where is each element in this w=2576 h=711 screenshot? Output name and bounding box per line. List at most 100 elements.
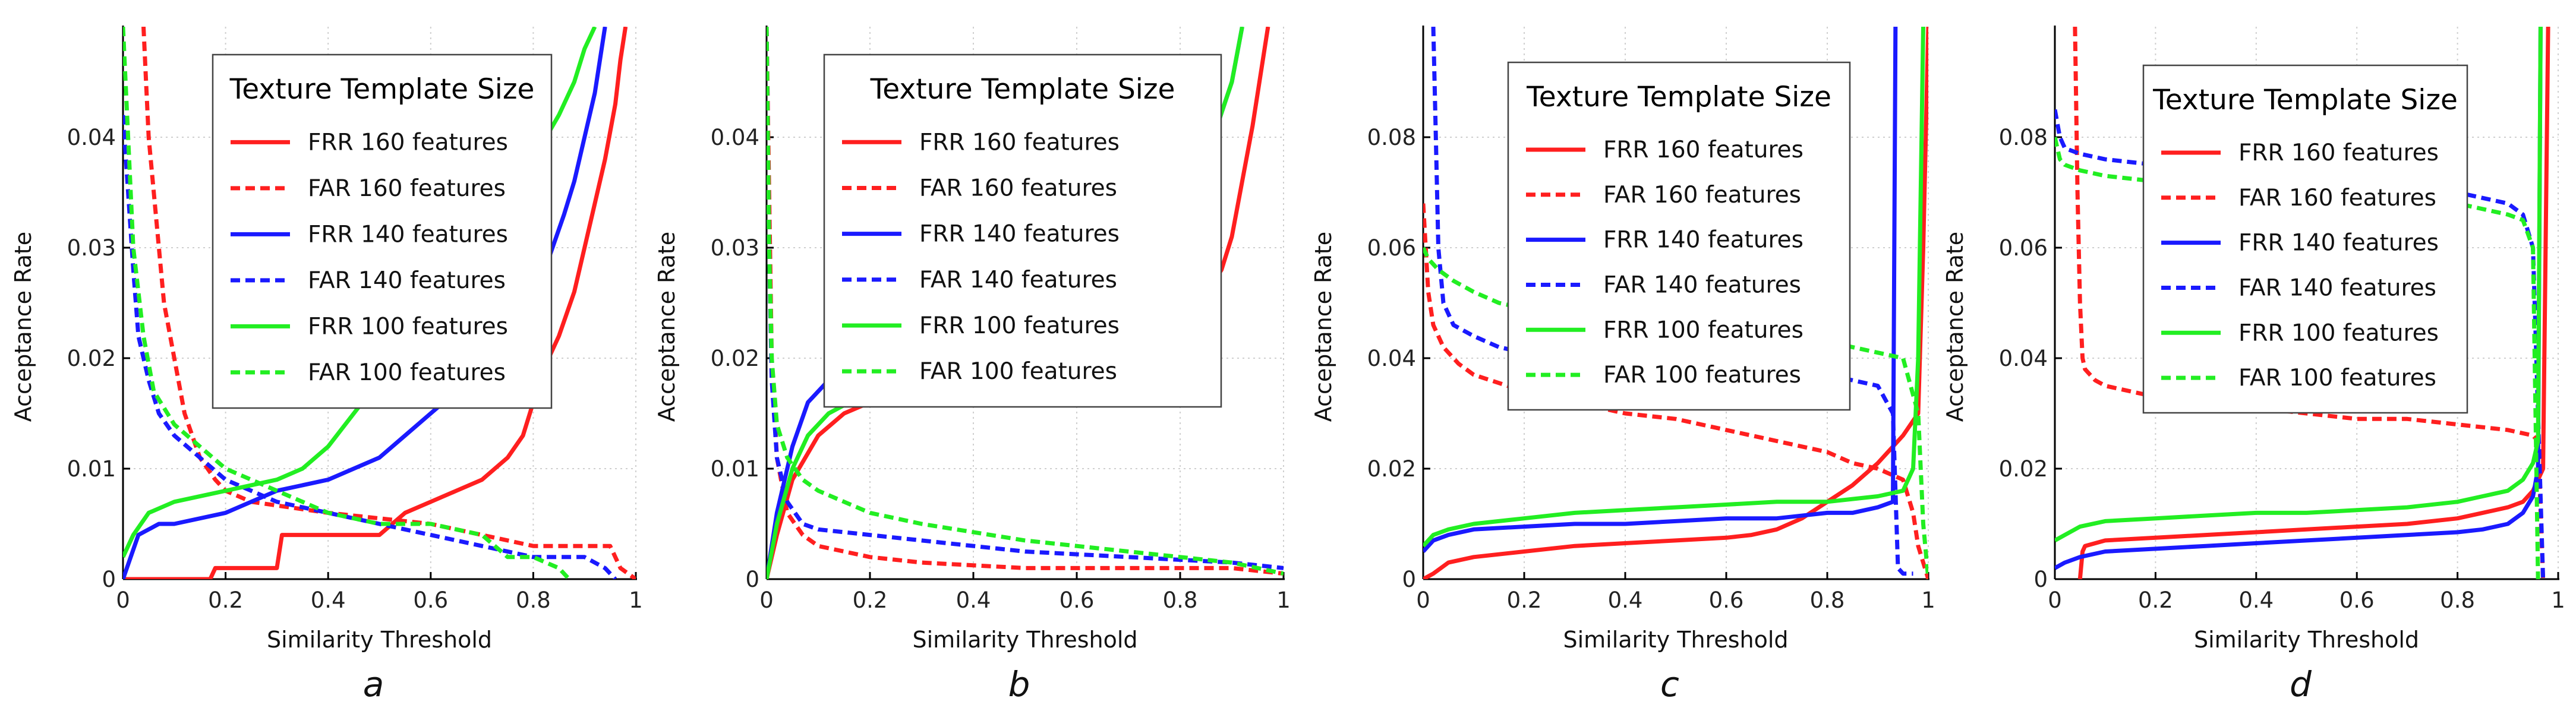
y-tick-label: 0 bbox=[1402, 567, 1416, 592]
legend-label: FAR 140 features bbox=[308, 267, 506, 294]
x-tick-label: 0.4 bbox=[2238, 587, 2274, 613]
x-tick-label: 0.4 bbox=[311, 587, 346, 613]
legend-label: FAR 140 features bbox=[2238, 274, 2436, 301]
series-line-frr-160-features bbox=[2077, 27, 2550, 579]
legend-box bbox=[1507, 61, 1851, 411]
panel-label: a bbox=[363, 664, 384, 704]
x-tick-label: 0.6 bbox=[1060, 587, 1095, 613]
series-line-far-160-features bbox=[1423, 203, 1928, 579]
series-line-far-140-features bbox=[123, 115, 617, 579]
legend-label: FRR 160 features bbox=[1603, 137, 1803, 163]
y-tick-label: 0.08 bbox=[1367, 125, 1416, 150]
series-line-frr-160-features bbox=[1423, 27, 1928, 579]
x-tick-label: 0 bbox=[1416, 587, 1430, 613]
legend-label: FRR 100 features bbox=[1603, 317, 1803, 343]
legend-label: FRR 100 features bbox=[919, 312, 1120, 339]
legend-label: FRR 140 features bbox=[308, 221, 508, 248]
x-tick-label: 0.4 bbox=[1608, 587, 1643, 613]
x-axis-title: Similarity Threshold bbox=[1563, 627, 1788, 653]
series-group bbox=[1423, 27, 1928, 579]
series-line-frr-100-features bbox=[2055, 27, 2543, 542]
legend-label: FAR 100 features bbox=[2238, 365, 2436, 391]
x-tick-label: 0.6 bbox=[2339, 587, 2375, 613]
chart-panel-c: 0 0.2 0.4 0.6 0.8 1 0 0.02 0.04 0.06 0.08 Similarit… bbox=[1310, 26, 1935, 704]
legend-label: FAR 160 features bbox=[2238, 185, 2436, 211]
legend-label: FAR 140 features bbox=[919, 267, 1117, 293]
legend-title: Texture Template Size bbox=[229, 73, 535, 106]
panel-label: d bbox=[2290, 664, 2312, 704]
legend: Texture Template Size FRR 160 features FAR… bbox=[2142, 64, 2468, 414]
y-tick-label: 0.06 bbox=[1367, 235, 1416, 261]
legend-box bbox=[2142, 64, 2468, 414]
y-tick-label: 0.04 bbox=[1367, 346, 1416, 371]
series-line-frr-140-features bbox=[1423, 27, 1898, 553]
x-tick-label: 0.8 bbox=[516, 587, 551, 613]
x-tick-label: 0.2 bbox=[208, 587, 243, 613]
legend: Texture Template Size FRR 160 features FAR… bbox=[823, 53, 1222, 408]
x-tick-label: 1 bbox=[2551, 587, 2565, 613]
legend-title: Texture Template Size bbox=[870, 73, 1175, 106]
legend-title: Texture Template Size bbox=[1526, 81, 1831, 113]
legend-title: Texture Template Size bbox=[2152, 84, 2458, 116]
legend-box bbox=[212, 53, 553, 409]
y-tick-label: 0.08 bbox=[1999, 125, 2048, 150]
series-line-far-140-features bbox=[1431, 27, 1913, 576]
series-line-frr-100-features bbox=[1423, 27, 1925, 548]
legend: Texture Template Size FRR 160 features FAR… bbox=[1507, 61, 1851, 411]
x-tick-label: 1 bbox=[1276, 587, 1291, 613]
panel-label: b bbox=[1008, 664, 1030, 704]
y-tick-label: 0.01 bbox=[711, 456, 759, 482]
y-axis-title: Acceptance Rate bbox=[10, 232, 36, 422]
series-line-far-160-features bbox=[141, 27, 636, 579]
legend-label: FAR 100 features bbox=[1603, 362, 1801, 388]
y-tick-label: 0 bbox=[2033, 567, 2048, 592]
legend-label: FRR 160 features bbox=[919, 129, 1120, 156]
y-tick-label: 0.01 bbox=[67, 456, 116, 482]
legend-label: FRR 160 features bbox=[2238, 140, 2439, 166]
legend-label: FRR 160 features bbox=[308, 129, 508, 156]
legend-label: FRR 140 features bbox=[2238, 230, 2439, 257]
legend-label: FRR 140 features bbox=[919, 221, 1120, 248]
x-tick-label: 1 bbox=[1921, 587, 1935, 613]
x-axis-title: Similarity Threshold bbox=[267, 627, 492, 653]
x-tick-label: 0 bbox=[759, 587, 774, 613]
x-tick-label: 0.2 bbox=[853, 587, 888, 613]
x-tick-label: 0 bbox=[2048, 587, 2062, 613]
y-tick-label: 0.06 bbox=[1999, 235, 2048, 261]
legend-label: FAR 160 features bbox=[308, 175, 506, 202]
x-tick-label: 0.8 bbox=[1163, 587, 1198, 613]
x-axis-title: Similarity Threshold bbox=[2194, 627, 2419, 653]
legend-label: FAR 160 features bbox=[919, 175, 1117, 201]
y-axis-title: Acceptance Rate bbox=[1310, 232, 1336, 422]
panel-label: c bbox=[1660, 664, 1679, 704]
legend-label: FAR 140 features bbox=[1603, 271, 1801, 298]
series-line-frr-140-features bbox=[2055, 27, 2543, 570]
series-line-frr-160-features bbox=[123, 27, 628, 579]
legend-label: FRR 100 features bbox=[308, 313, 508, 340]
legend: Texture Template Size FRR 160 features FAR… bbox=[212, 53, 553, 409]
x-tick-label: 0 bbox=[116, 587, 130, 613]
x-axis-title: Similarity Threshold bbox=[912, 627, 1137, 653]
x-tick-label: 0.6 bbox=[413, 587, 448, 613]
legend-label: FAR 160 features bbox=[1603, 182, 1801, 208]
y-tick-label: 0 bbox=[745, 567, 759, 592]
chart-panel-b: 0 0.2 0.4 0.6 0.8 1 0 0.01 0.02 0.03 0.04 Similarit… bbox=[654, 26, 1291, 704]
chart-panel-d: 0 0.2 0.4 0.6 0.8 1 0 0.02 0.04 0.06 0.08 Similarit… bbox=[1942, 26, 2565, 704]
legend-label: FRR 100 features bbox=[2238, 320, 2439, 346]
series-line-far-140-features bbox=[767, 27, 1284, 570]
y-axis-title: Acceptance Rate bbox=[1942, 232, 1968, 422]
y-tick-label: 0.03 bbox=[711, 235, 759, 261]
x-tick-label: 0.6 bbox=[1709, 587, 1744, 613]
x-tick-label: 0.8 bbox=[2440, 587, 2475, 613]
chart-panel-a: 0 0.2 0.4 0.6 0.8 1 0 0.01 0.02 0.03 0.04 Similarit… bbox=[10, 26, 643, 704]
x-tick-label: 0.4 bbox=[956, 587, 991, 613]
legend-label: FAR 100 features bbox=[919, 358, 1117, 385]
legend-label: FAR 100 features bbox=[308, 359, 506, 386]
y-tick-label: 0.02 bbox=[711, 346, 759, 371]
y-tick-label: 0.03 bbox=[67, 235, 116, 261]
series-line-far-100-features bbox=[767, 27, 1284, 576]
legend-label: FRR 140 features bbox=[1603, 227, 1803, 254]
y-tick-label: 0.04 bbox=[67, 125, 116, 150]
x-tick-label: 0.8 bbox=[1810, 587, 1845, 613]
